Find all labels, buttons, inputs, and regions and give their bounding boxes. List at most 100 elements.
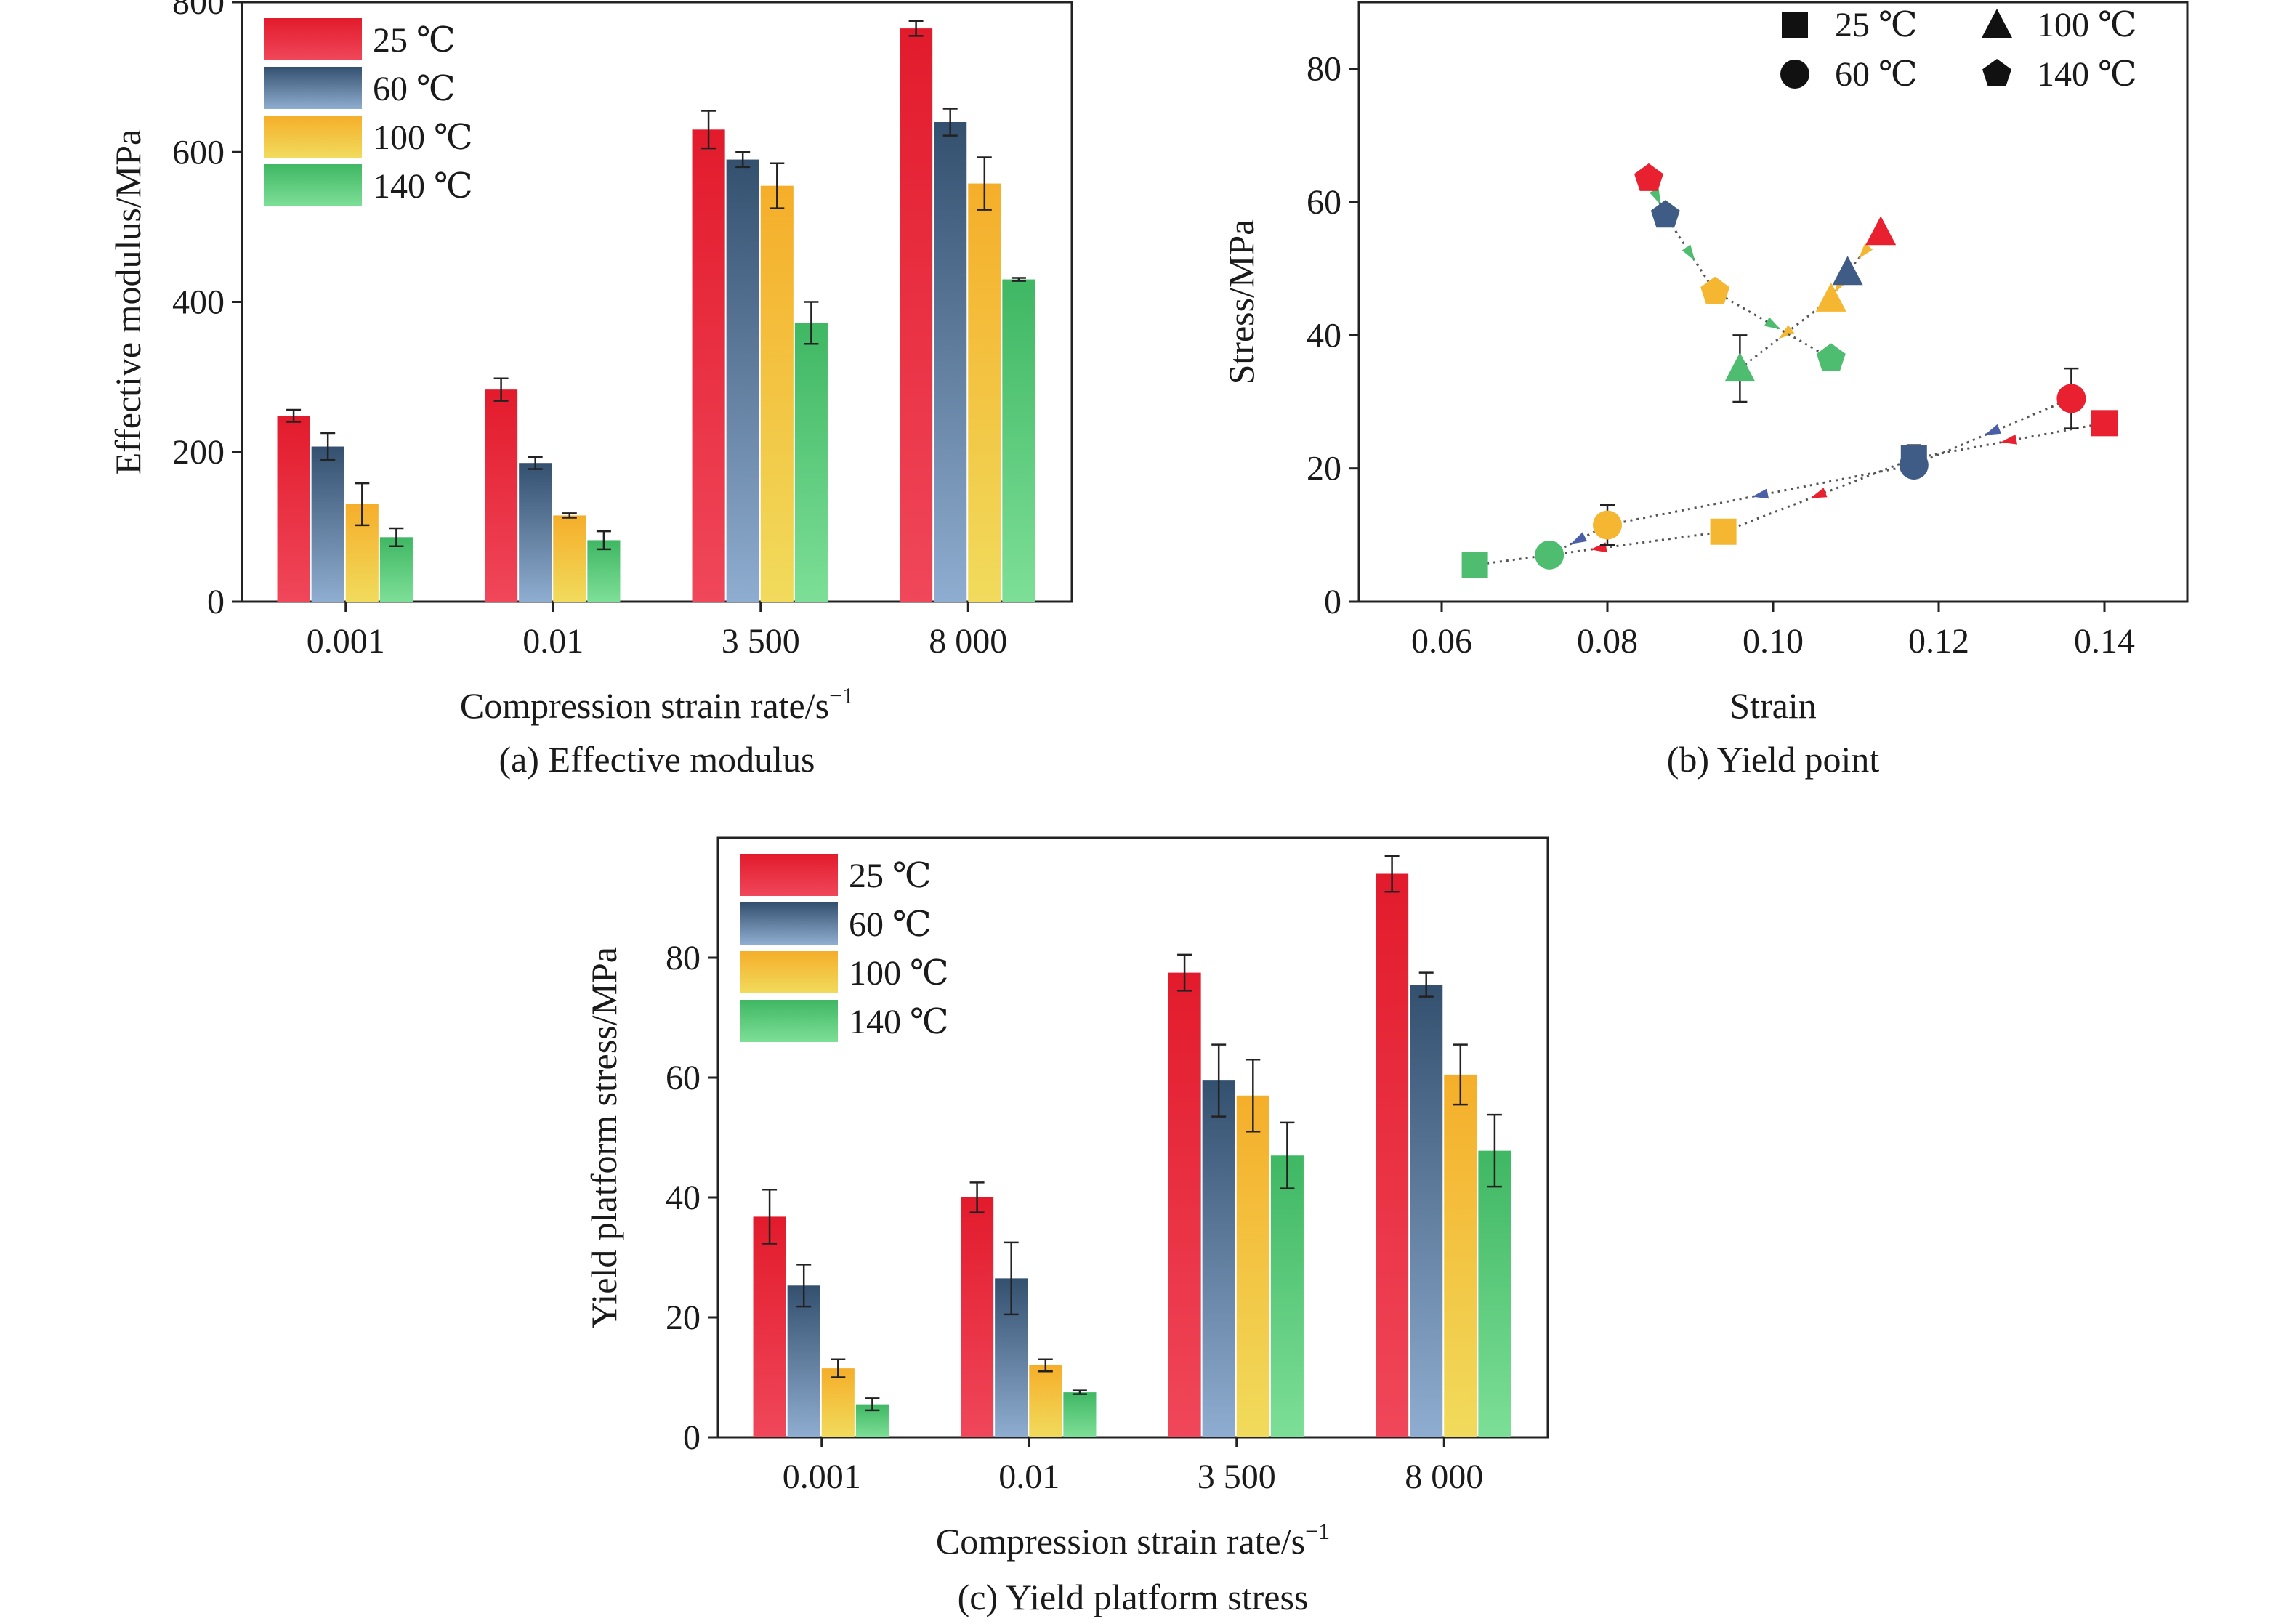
caption: (c) Yield platform stress <box>958 1577 1309 1617</box>
marker-square <box>1461 552 1488 578</box>
x-tick-label: 0.14 <box>2074 622 2135 660</box>
x-tick-label: 0.12 <box>1908 622 1969 660</box>
path-arrow <box>1764 317 1781 330</box>
y-tick-label: 40 <box>1307 316 1341 355</box>
marker-triangle <box>1865 216 1897 246</box>
bar-25 <box>961 1197 994 1437</box>
x-tick-label: 3 500 <box>722 622 800 660</box>
bar-100 <box>821 1368 855 1437</box>
x-tick-label: 0.10 <box>1743 622 1804 660</box>
y-tick-label: 0 <box>207 583 225 621</box>
y-tick-label: 60 <box>666 1059 701 1097</box>
legend-swatch-25 <box>740 854 838 896</box>
dotted-path <box>1739 231 1882 370</box>
plot-frame <box>716 836 1549 1439</box>
path-arrow <box>1858 243 1873 259</box>
bar-140 <box>1270 1155 1304 1437</box>
bar-140 <box>794 323 828 602</box>
bar-100 <box>760 185 794 602</box>
x-tick-label: 8 000 <box>1405 1458 1483 1496</box>
path-arrow <box>1649 188 1661 206</box>
bar-60 <box>311 446 344 602</box>
bar-60 <box>726 159 759 602</box>
x-tick-label: 0.001 <box>307 622 385 660</box>
legend-label: 140 ℃ <box>849 1003 949 1041</box>
x-axis-label-sup: −1 <box>829 682 854 708</box>
x-tick-label: 0.001 <box>783 1458 861 1496</box>
caption: (b) Yield point <box>1667 739 1880 780</box>
marker-square <box>2091 410 2118 437</box>
legend-swatch-60 <box>264 67 362 109</box>
y-tick-label: 200 <box>172 433 225 472</box>
bar-140 <box>379 537 413 602</box>
y-tick-label: 60 <box>1307 183 1341 222</box>
marker-circle <box>1593 510 1622 540</box>
marker-triangle <box>1815 282 1846 312</box>
x-axis-label-sup: −1 <box>1305 1518 1330 1544</box>
scatter-chart-1: 0 20 40 60 80 0.06 0.08 0.10 0.12 0.14 25 ℃ 100 ℃ 60… <box>1221 1 2189 780</box>
y-tick-label: 0 <box>683 1418 701 1457</box>
dotted-path <box>1549 397 2072 557</box>
x-tick-label: 0.06 <box>1411 622 1472 660</box>
path-arrow <box>1778 325 1795 339</box>
legend-label: 60 ℃ <box>373 70 456 108</box>
legend-label: 25 ℃ <box>1835 6 1918 44</box>
marker-square <box>1710 518 1737 545</box>
bar-25 <box>692 129 725 602</box>
y-tick-label: 80 <box>1307 50 1341 89</box>
legend-label: 25 ℃ <box>849 857 932 895</box>
bar-chart-0: 0 200 400 600 800 0.001 0.01 3 500 8 000 25 ℃ 60 ℃… <box>108 0 1073 780</box>
legend-marker-triangle <box>1982 9 2012 38</box>
path-arrow <box>1570 532 1588 544</box>
y-tick-label: 600 <box>172 133 225 171</box>
y-axis-label: Stress/MPa <box>1221 219 1261 385</box>
legend-label: 100 ℃ <box>2037 6 2137 44</box>
bar-60 <box>519 463 552 602</box>
bar-60 <box>1410 985 1443 1437</box>
x-axis-label: Compression strain rate/s−1 <box>460 682 854 726</box>
bar-100 <box>1029 1365 1062 1437</box>
y-tick-label: 400 <box>172 283 225 322</box>
x-tick-label: 0.08 <box>1577 622 1638 660</box>
dotted-path <box>1474 421 2105 567</box>
marker-circle <box>2056 384 2086 413</box>
bar-25 <box>277 416 310 602</box>
bar-140 <box>1063 1392 1097 1437</box>
marker-pentagon <box>1700 276 1730 304</box>
bar-100 <box>968 183 1001 602</box>
y-tick-label: 80 <box>666 939 701 977</box>
x-tick-label: 8 000 <box>929 622 1007 660</box>
bar-25 <box>1168 972 1201 1437</box>
marker-pentagon <box>1650 200 1680 228</box>
path-arrow <box>1752 488 1769 499</box>
legend-marker-circle <box>1780 60 1809 89</box>
bar-60 <box>787 1285 820 1437</box>
y-axis-label: Yield platform stress/MPa <box>584 947 624 1328</box>
x-axis-label: Compression strain rate/s−1 <box>936 1518 1330 1562</box>
legend-marker-pentagon <box>1982 59 2011 86</box>
bar-25 <box>900 28 933 602</box>
dotted-path <box>1647 178 1832 360</box>
legend-label: 25 ℃ <box>373 21 456 60</box>
y-tick-label: 20 <box>666 1298 701 1337</box>
marker-triangle <box>1724 352 1756 382</box>
legend-swatch-60 <box>740 902 838 945</box>
bar-60 <box>934 122 967 602</box>
y-tick-label: 0 <box>1324 583 1341 621</box>
y-tick-label: 20 <box>1307 450 1341 488</box>
bar-100 <box>553 515 586 602</box>
legend-swatch-100 <box>264 116 362 158</box>
marker-pentagon <box>1634 163 1663 191</box>
legend-swatch-100 <box>740 951 838 993</box>
caption: (a) Effective modulus <box>498 739 815 780</box>
bar-140 <box>1002 279 1036 602</box>
path-arrow <box>1682 244 1695 262</box>
legend-label: 60 ℃ <box>1835 55 1918 94</box>
bar-140 <box>1478 1150 1511 1437</box>
legend-marker-square <box>1782 12 1808 38</box>
legend-swatch-25 <box>264 18 362 60</box>
path-arrow <box>1810 488 1828 498</box>
bar-25 <box>753 1216 786 1437</box>
marker-circle <box>1899 451 1929 480</box>
